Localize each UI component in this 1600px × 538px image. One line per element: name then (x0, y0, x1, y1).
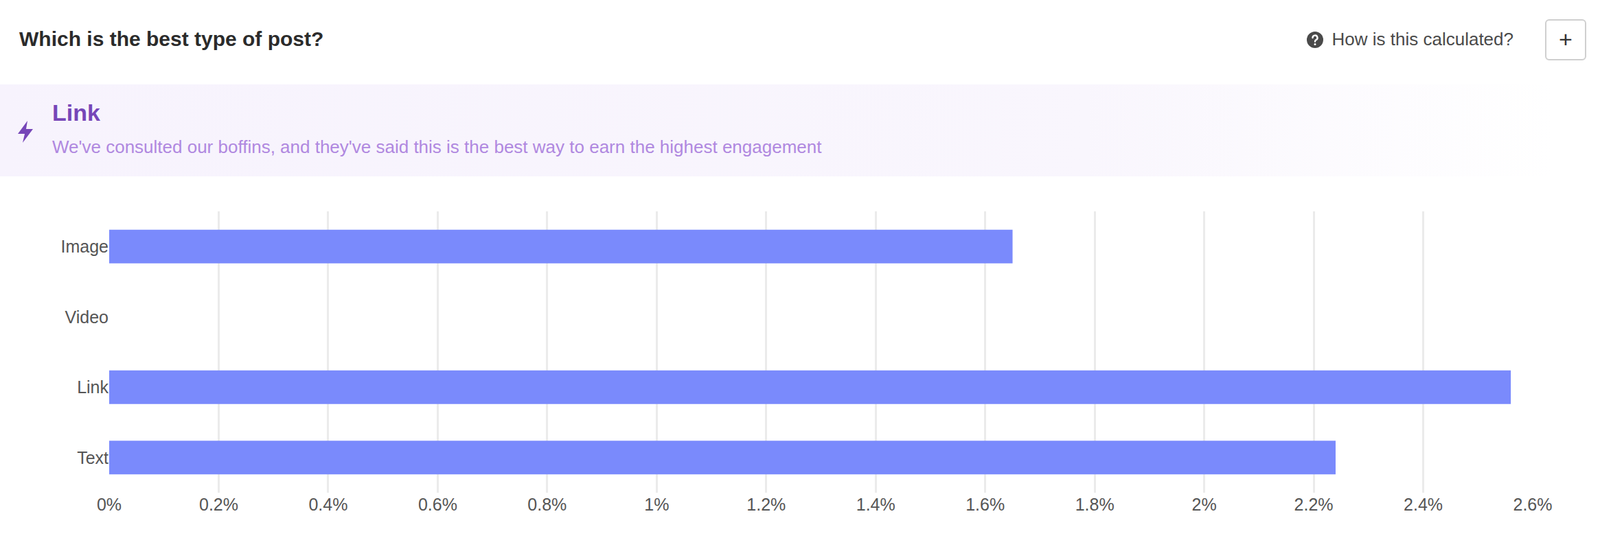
svg-text:Text: Text (76, 448, 109, 468)
svg-text:1.2%: 1.2% (746, 495, 786, 515)
svg-text:Link: Link (76, 377, 109, 397)
svg-text:Image: Image (61, 236, 109, 257)
svg-text:0%: 0% (96, 495, 122, 515)
svg-text:Video: Video (65, 307, 110, 327)
svg-text:0.2%: 0.2% (199, 495, 239, 515)
html-text:How is this calculated?: How is this calculated? (1331, 28, 1514, 50)
svg-text:0.8%: 0.8% (527, 495, 567, 515)
svg-text:2.2%: 2.2% (1294, 495, 1334, 515)
svg-text:2.4%: 2.4% (1403, 495, 1443, 515)
svg-text:2%: 2% (1192, 495, 1217, 515)
html-text:Which is the best type of post: Which is the best type of post? (19, 27, 324, 51)
html-text:Link: Link (52, 99, 101, 126)
svg-text:1.4%: 1.4% (856, 495, 896, 515)
svg-text:0.4%: 0.4% (308, 495, 348, 515)
html-text:We've consulted our boffins, a: We've consulted our boffins, and they've… (52, 136, 822, 158)
svg-text:1%: 1% (644, 495, 669, 515)
svg-text:1.8%: 1.8% (1075, 495, 1115, 515)
svg-text:1.6%: 1.6% (965, 495, 1005, 515)
svg-text:0.6%: 0.6% (418, 495, 458, 515)
svg-text:2.6%: 2.6% (1513, 495, 1553, 515)
